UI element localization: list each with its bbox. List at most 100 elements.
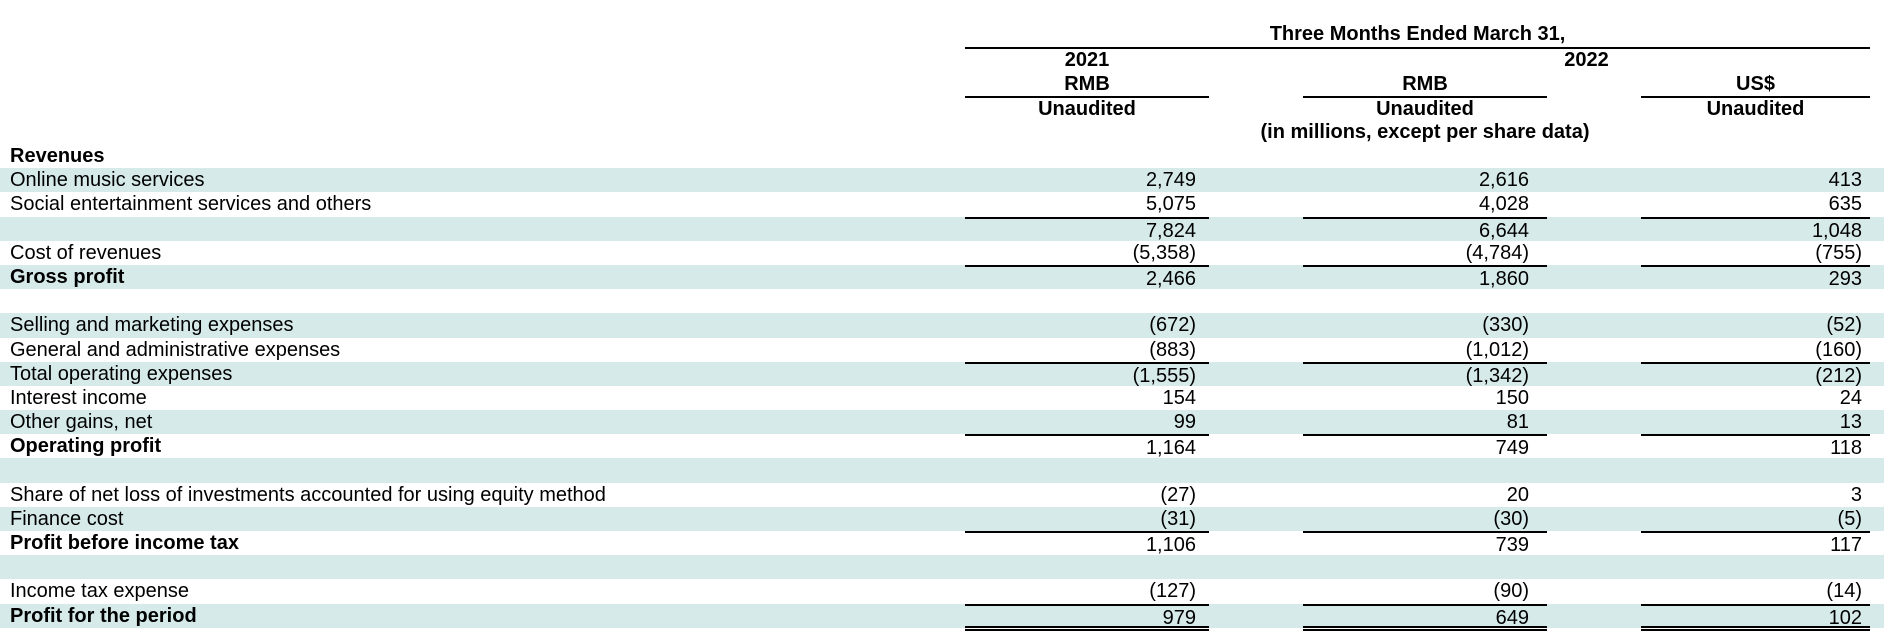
value-2022-rmb: (4,784) bbox=[1465, 241, 1529, 264]
value-2022-usd: (52) bbox=[1826, 314, 1862, 337]
value-2022-rmb: 150 bbox=[1495, 386, 1529, 409]
col3-currency: US$ bbox=[1736, 73, 1775, 95]
units-note: (in millions, except per share data) bbox=[1260, 121, 1590, 143]
row-label: Operating profit bbox=[10, 435, 162, 458]
value-2022-rmb: 2,616 bbox=[1478, 169, 1529, 192]
value-2021-rmb: (5,358) bbox=[1132, 241, 1196, 264]
value-2022-usd bbox=[1641, 555, 1870, 579]
value-2022-rmb bbox=[1303, 144, 1547, 168]
table-row: Profit for the period 979 649 102 bbox=[0, 603, 1884, 631]
row-label: Income tax expense bbox=[10, 580, 189, 603]
value-2022-rmb: (1,342) bbox=[1303, 361, 1547, 387]
row-label: Cost of revenues bbox=[10, 241, 162, 264]
row-label: General and administrative expenses bbox=[10, 338, 341, 361]
value-2021-rmb bbox=[965, 458, 1209, 482]
table-row bbox=[0, 458, 1884, 483]
table-row: Selling and marketing expenses (672) (330)… bbox=[0, 313, 1884, 338]
value-2022-usd bbox=[1641, 144, 1870, 168]
value-2022-usd: 413 bbox=[1828, 169, 1862, 192]
value-2022-rmb: 649 bbox=[1303, 603, 1547, 631]
value-2021-rmb bbox=[965, 144, 1209, 168]
row-label: Profit for the period bbox=[10, 604, 197, 627]
value-2021-rmb: 99 bbox=[1173, 411, 1196, 434]
row-label: Finance cost bbox=[10, 507, 124, 530]
row-label: Profit before income tax bbox=[10, 532, 239, 554]
table-row: 7,824 6,644 1,048 bbox=[0, 216, 1884, 242]
row-label: Other gains, net bbox=[10, 411, 153, 434]
value-2021-rmb: 1,164 bbox=[965, 434, 1209, 459]
value-2022-usd: 117 bbox=[1641, 531, 1870, 556]
row-label: Selling and marketing expenses bbox=[10, 314, 294, 337]
value-2022-rmb: (330) bbox=[1482, 314, 1529, 337]
row-label: Social entertainment services and others bbox=[10, 193, 372, 216]
value-2021-rmb: 154 bbox=[1162, 386, 1196, 409]
value-2021-rmb: (31) bbox=[1160, 507, 1196, 530]
table-row: Cost of revenues (5,358) (4,784) (755) bbox=[0, 241, 1884, 265]
value-2021-rmb bbox=[965, 555, 1209, 579]
row-label: Share of net loss of investments account… bbox=[10, 483, 606, 506]
year-2022-header: 2022 bbox=[1564, 49, 1609, 71]
value-2022-rmb: 739 bbox=[1303, 531, 1547, 556]
value-2021-rmb: (127) bbox=[1149, 580, 1196, 603]
value-2021-rmb bbox=[965, 289, 1209, 313]
value-2022-rmb: (90) bbox=[1493, 580, 1529, 603]
value-2022-usd: (5) bbox=[1837, 507, 1862, 530]
value-2022-rmb: 1,860 bbox=[1303, 264, 1547, 290]
table-row: General and administrative expenses (883)… bbox=[0, 338, 1884, 362]
table-row: Total operating expenses (1,555) (1,342) (2… bbox=[0, 361, 1884, 387]
row-label: Online music services bbox=[10, 169, 205, 192]
value-2021-rmb: 2,749 bbox=[1145, 169, 1196, 192]
table-row: Revenues bbox=[0, 144, 1884, 168]
row-label: Gross profit bbox=[10, 265, 125, 288]
year-2021-header: 2021 bbox=[1064, 49, 1110, 71]
value-2022-usd: 118 bbox=[1641, 434, 1870, 459]
value-2022-rmb: 4,028 bbox=[1478, 193, 1529, 216]
value-2022-usd: (14) bbox=[1826, 580, 1862, 603]
col3-status: Unaudited bbox=[1706, 98, 1805, 120]
table-row: Share of net loss of investments account… bbox=[0, 483, 1884, 507]
table-row: Other gains, net 99 81 13 bbox=[0, 410, 1884, 435]
income-statement-table: Revenues Online music services 2,749 2,616 4… bbox=[0, 144, 1884, 631]
value-2022-rmb bbox=[1303, 458, 1547, 482]
col2-currency-underline bbox=[1303, 96, 1547, 98]
value-2022-usd bbox=[1641, 458, 1870, 482]
value-2022-usd: (755) bbox=[1815, 241, 1862, 264]
value-2022-rmb: 20 bbox=[1506, 483, 1529, 506]
value-2021-rmb: 1,106 bbox=[965, 531, 1209, 556]
value-2021-rmb: (1,555) bbox=[965, 361, 1209, 387]
table-row: Finance cost (31) (30) (5) bbox=[0, 506, 1884, 531]
table-row: Gross profit 2,466 1,860 293 bbox=[0, 264, 1884, 290]
table-row: Interest income 154 150 24 bbox=[0, 386, 1884, 410]
value-2022-usd: 3 bbox=[1850, 483, 1862, 506]
table-row: Profit before income tax 1,106 739 117 bbox=[0, 531, 1884, 556]
value-2022-usd: 1,048 bbox=[1641, 216, 1870, 242]
value-2022-usd: 24 bbox=[1839, 386, 1862, 409]
value-2022-rmb: (30) bbox=[1493, 507, 1529, 530]
value-2021-rmb: 979 bbox=[965, 603, 1209, 631]
value-2022-usd: 635 bbox=[1828, 193, 1862, 216]
value-2022-usd: 293 bbox=[1641, 264, 1870, 290]
col1-currency-underline bbox=[965, 96, 1209, 98]
value-2022-rmb bbox=[1303, 555, 1547, 579]
row-label: Interest income bbox=[10, 386, 147, 409]
value-2022-rmb: (1,012) bbox=[1465, 338, 1529, 361]
table-row: Income tax expense (127) (90) (14) bbox=[0, 579, 1884, 603]
value-2022-usd bbox=[1641, 289, 1870, 313]
value-2022-rmb: 81 bbox=[1506, 411, 1529, 434]
col2-status: Unaudited bbox=[1376, 98, 1474, 120]
table-row bbox=[0, 555, 1884, 580]
table-row: Online music services 2,749 2,616 413 bbox=[0, 168, 1884, 193]
col2-currency: RMB bbox=[1402, 73, 1448, 95]
value-2021-rmb: 2,466 bbox=[965, 264, 1209, 290]
value-2022-usd: 102 bbox=[1641, 603, 1870, 631]
col3-currency-underline bbox=[1641, 96, 1870, 98]
value-2022-rmb: 6,644 bbox=[1303, 216, 1547, 242]
value-2022-usd: 13 bbox=[1839, 411, 1862, 434]
col1-currency: RMB bbox=[1064, 73, 1110, 95]
period-underline bbox=[965, 47, 1870, 49]
value-2021-rmb: (883) bbox=[1149, 338, 1196, 361]
value-2022-usd: (160) bbox=[1815, 338, 1862, 361]
value-2021-rmb: (672) bbox=[1149, 314, 1196, 337]
row-label: Revenues bbox=[10, 145, 105, 167]
value-2022-rmb bbox=[1303, 289, 1547, 313]
